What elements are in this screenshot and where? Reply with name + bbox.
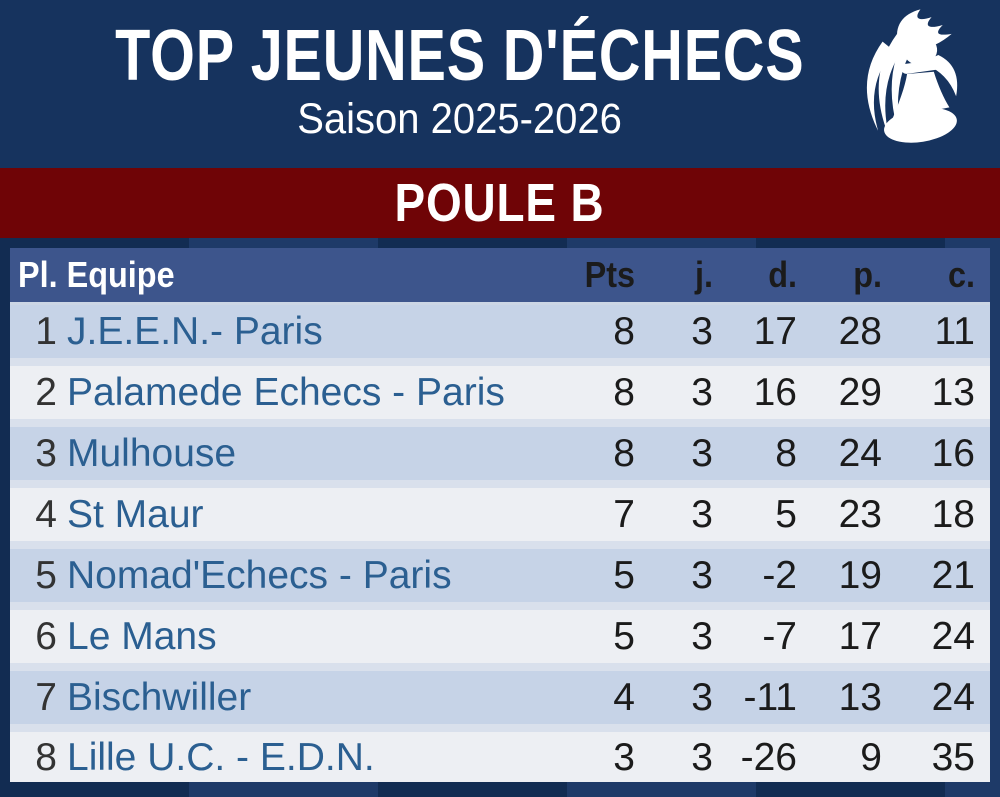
team-name: Nomad'Echecs - Paris [67, 556, 452, 595]
team-name: Bischwiller [67, 678, 252, 717]
played-cell: 3 [691, 554, 713, 597]
table-row: 3 Mulhouse 8 3 8 24 16 [10, 427, 990, 488]
diff-cell: 8 [775, 432, 797, 475]
for-cell: 24 [838, 432, 882, 475]
for-cell: 19 [838, 554, 882, 597]
diff-cell: -11 [743, 676, 797, 719]
rank-cell: 5 [35, 554, 57, 597]
for-cell: 29 [838, 371, 882, 414]
against-cell: 18 [931, 493, 975, 536]
column-header-diff-text: d. [768, 254, 797, 295]
pts-cell: 8 [613, 310, 635, 353]
column-header-against-text: c. [947, 254, 975, 295]
masthead: TOP JEUNES D'ÉCHECS Saison 2025-2026 [0, 0, 1000, 168]
pts-cell: 5 [613, 554, 635, 597]
against-cell: 21 [931, 554, 975, 597]
standings-table: Pl. Equipe Pts j. d. p. c. 1 J.E.E.N.- P… [10, 248, 990, 782]
pts-cell: 8 [613, 371, 635, 414]
page-title-text: TOP JEUNES D'ÉCHECS [115, 16, 805, 96]
rank-cell: 3 [35, 432, 57, 475]
table-row: 2 Palamede Echecs - Paris 8 3 16 29 13 [10, 366, 990, 427]
for-cell: 13 [838, 676, 882, 719]
played-cell: 3 [691, 735, 713, 779]
team-name: Mulhouse [67, 434, 237, 473]
column-header-pts-text: Pts [584, 254, 635, 295]
column-header-played-text: j. [694, 254, 713, 295]
column-header-played: j. [635, 257, 713, 293]
masthead-text: TOP JEUNES D'ÉCHECS Saison 2025-2026 [0, 0, 920, 141]
table-row: 8 Lille U.C. - E.D.N. 3 3 -26 9 35 [10, 732, 990, 782]
rank-cell: 1 [35, 310, 57, 353]
diff-cell: 16 [753, 371, 797, 414]
against-cell: 35 [931, 735, 975, 779]
column-header-for: p. [797, 257, 882, 293]
played-cell: 3 [691, 615, 713, 658]
column-header-against: c. [882, 257, 975, 293]
season-subtitle: Saison 2025-2026 [0, 98, 920, 141]
pts-cell: 7 [613, 493, 635, 536]
for-cell: 28 [838, 310, 882, 353]
pts-cell: 5 [613, 615, 635, 658]
rank-cell: 2 [35, 371, 57, 414]
column-header-for-text: p. [853, 254, 882, 295]
table-row: 7 Bischwiller 4 3 -11 13 24 [10, 671, 990, 732]
page-title: TOP JEUNES D'ÉCHECS [0, 20, 920, 92]
team-name: J.E.E.N.- Paris [67, 312, 323, 351]
rank-cell: 4 [35, 493, 57, 536]
rooster-chess-pawn-icon [866, 9, 958, 143]
played-cell: 3 [691, 371, 713, 414]
table-row: 5 Nomad'Echecs - Paris 5 3 -2 19 21 [10, 549, 990, 610]
diff-cell: 17 [753, 310, 797, 353]
played-cell: 3 [691, 310, 713, 353]
diff-cell: -2 [762, 554, 797, 597]
column-header-diff: d. [713, 257, 797, 293]
against-cell: 13 [931, 371, 975, 414]
team-name: Lille U.C. - E.D.N. [67, 737, 375, 777]
table-row: 6 Le Mans 5 3 -7 17 24 [10, 610, 990, 671]
for-cell: 9 [860, 735, 882, 779]
rank-cell: 7 [35, 676, 57, 719]
against-cell: 11 [934, 310, 976, 353]
season-subtitle-text: Saison 2025-2026 [297, 95, 623, 143]
table-row: 4 St Maur 7 3 5 23 18 [10, 488, 990, 549]
table-header-row: Pl. Equipe Pts j. d. p. c. [10, 248, 990, 305]
for-cell: 23 [838, 493, 882, 536]
rank-cell: 6 [35, 615, 57, 658]
played-cell: 3 [691, 493, 713, 536]
against-cell: 24 [931, 676, 975, 719]
diff-cell: -26 [740, 735, 797, 779]
pts-cell: 3 [613, 735, 635, 779]
team-name: Le Mans [67, 617, 217, 656]
played-cell: 3 [691, 676, 713, 719]
column-header-place-team: Pl. Equipe [10, 257, 545, 293]
column-header-place-team-text: Pl. Equipe [18, 254, 175, 295]
diff-cell: -7 [762, 615, 797, 658]
table-row: 1 J.E.E.N.- Paris 8 3 17 28 11 [10, 305, 990, 366]
against-cell: 16 [931, 432, 975, 475]
pool-banner: POULE B [0, 168, 1000, 238]
column-header-pts: Pts [545, 257, 635, 293]
diff-cell: 5 [775, 493, 797, 536]
played-cell: 3 [691, 432, 713, 475]
pool-label: POULE B [395, 173, 605, 233]
team-name: Palamede Echecs - Paris [67, 373, 505, 412]
against-cell: 24 [931, 615, 975, 658]
rank-cell: 8 [35, 735, 57, 779]
for-cell: 17 [838, 615, 882, 658]
pts-cell: 4 [613, 676, 635, 719]
team-name: St Maur [67, 495, 204, 534]
pts-cell: 8 [613, 432, 635, 475]
